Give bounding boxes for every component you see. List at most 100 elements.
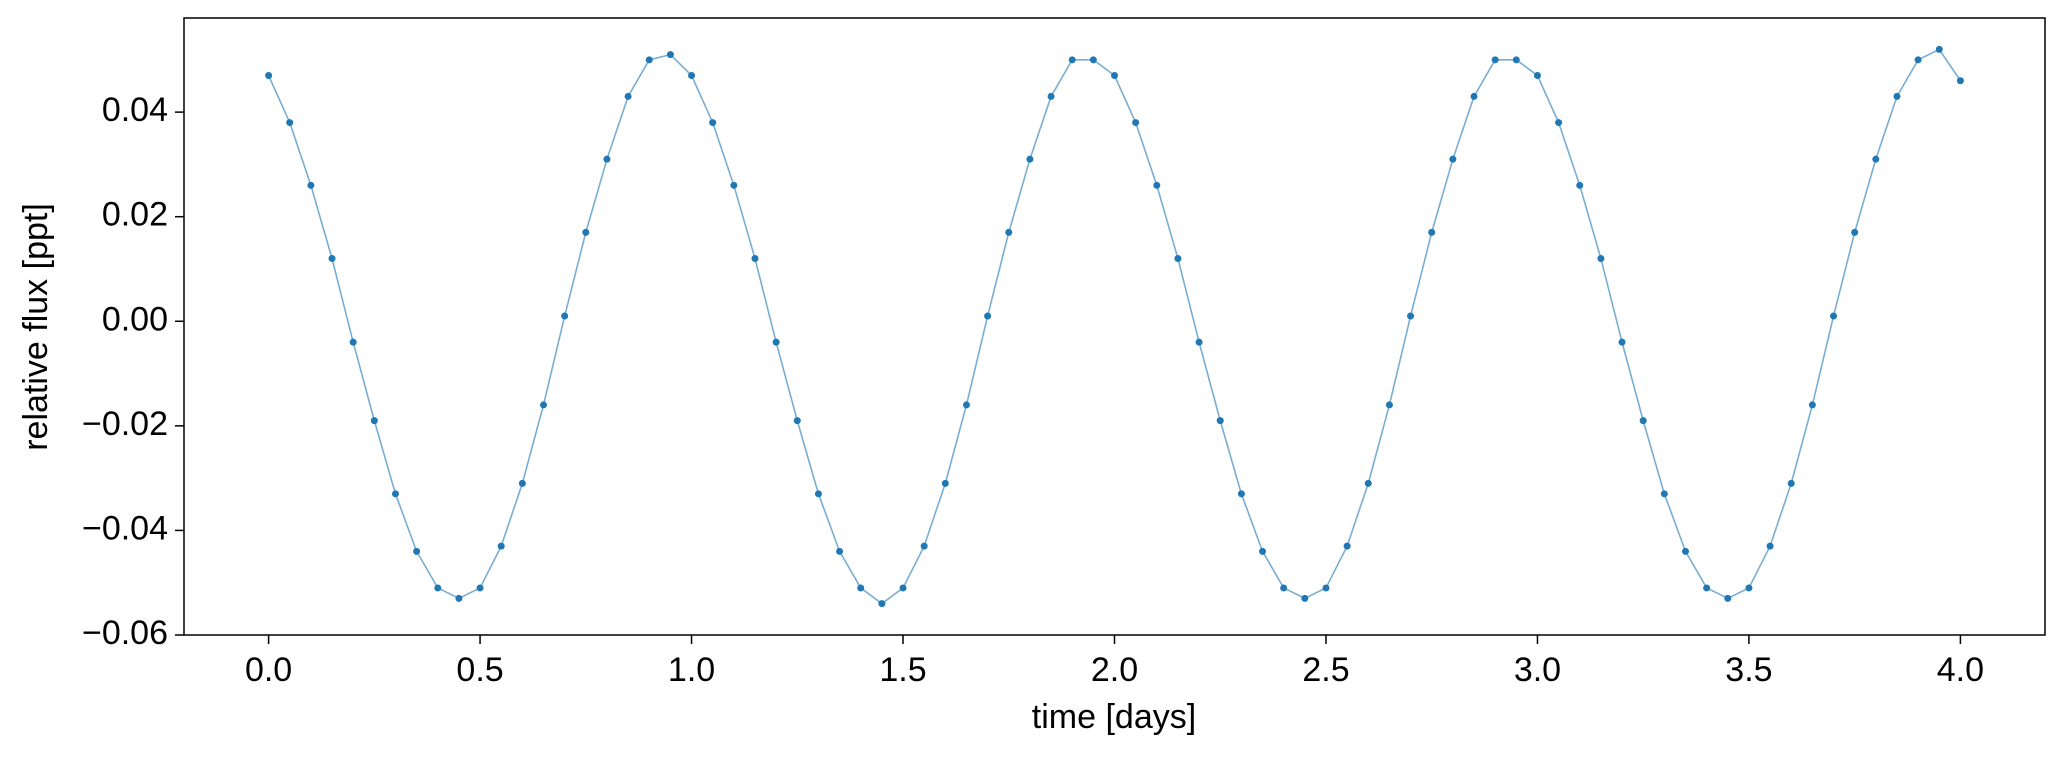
flux-point [582,228,590,236]
x-tick-label: 2.0 [1091,651,1138,689]
flux-point [1364,479,1372,487]
flux-point [1597,255,1605,263]
flux-point [1618,338,1626,346]
flux-point [709,119,717,127]
flux-point [1237,490,1245,498]
flux-point [688,72,696,80]
x-axis-label: time [days] [1032,698,1196,736]
flux-point [1491,56,1499,64]
flux-point [328,255,336,263]
y-axis-label: relative flux [ppt] [17,203,55,451]
flux-point [518,479,526,487]
plot-frame [183,17,2046,636]
flux-point [1216,417,1224,425]
flux-point [1851,228,1859,236]
flux-point [772,338,780,346]
flux-point [1576,181,1584,189]
flux-line [267,48,1962,605]
flux-point [1280,584,1288,592]
flux-point [1724,594,1732,602]
flux-point [1766,542,1774,550]
flux-point [1745,584,1753,592]
flux-point [307,181,315,189]
y-tick-label: 0.02 [102,196,168,234]
flux-point [413,547,421,555]
flux-point [1893,92,1901,100]
x-tick-label: 3.0 [1514,651,1561,689]
flux-point [1639,417,1647,425]
flux-point [1322,584,1330,592]
flux-point [962,401,970,409]
flux-point [1153,181,1161,189]
flux-point [857,584,865,592]
flux-point [793,417,801,425]
flux-point [751,255,759,263]
flux-point [349,338,357,346]
flux-point [624,92,632,100]
x-tick-label: 1.5 [879,651,926,689]
flux-point [1935,45,1943,53]
y-tick-label: −0.04 [82,509,168,547]
flux-point [265,72,273,80]
flux-point [1068,56,1076,64]
flux-point [920,542,928,550]
flux-point [1703,584,1711,592]
flux-point [666,51,674,59]
flux-point [1555,119,1563,127]
x-tick-label: 0.0 [245,651,292,689]
y-tick-label: −0.06 [82,614,168,652]
flux-point [878,600,886,608]
flux-point [476,584,484,592]
flux-point [730,181,738,189]
flux-point [455,594,463,602]
flux-point [1533,72,1541,80]
flux-point [1174,255,1182,263]
flux-point [1407,312,1415,320]
flux-point [836,547,844,555]
flux-point [603,155,611,163]
flux-point [814,490,822,498]
flux-point [1872,155,1880,163]
x-tick-label: 4.0 [1937,651,1984,689]
x-tick-label: 0.5 [456,651,503,689]
flux-point [540,401,548,409]
flux-point [1681,547,1689,555]
y-tick-label: −0.02 [82,405,168,443]
flux-point [286,119,294,127]
flux-point [1089,56,1097,64]
x-tick-label: 1.0 [668,651,715,689]
x-tick-label: 3.5 [1725,651,1772,689]
y-tick-label: 0.00 [102,300,168,338]
flux-point [1005,228,1013,236]
flux-point [1787,479,1795,487]
flux-point [1830,312,1838,320]
flux-point [1111,72,1118,80]
flux-point [1343,542,1351,550]
flux-point [1428,228,1436,236]
flux-point [391,490,399,498]
flux-point [1956,77,1964,85]
flux-point [1047,92,1055,100]
flux-point [1512,56,1520,64]
flux-point [1026,155,1034,163]
flux-point [941,479,949,487]
flux-point [561,312,569,320]
flux-point [1195,338,1203,346]
y-tick-label: 0.04 [102,91,168,129]
flux-point [370,417,378,425]
flux-point [1449,155,1457,163]
flux-point [497,542,505,550]
flux-point [1660,490,1668,498]
flux-point [1259,547,1267,555]
flux-point [1470,92,1478,100]
flux-point [1385,401,1393,409]
flux-point [899,584,907,592]
flux-point [1132,119,1140,127]
flux-point [1301,594,1309,602]
flux-point [1914,56,1922,64]
flux-point [1808,401,1816,409]
flux-point [645,56,653,64]
flux-point [434,584,442,592]
